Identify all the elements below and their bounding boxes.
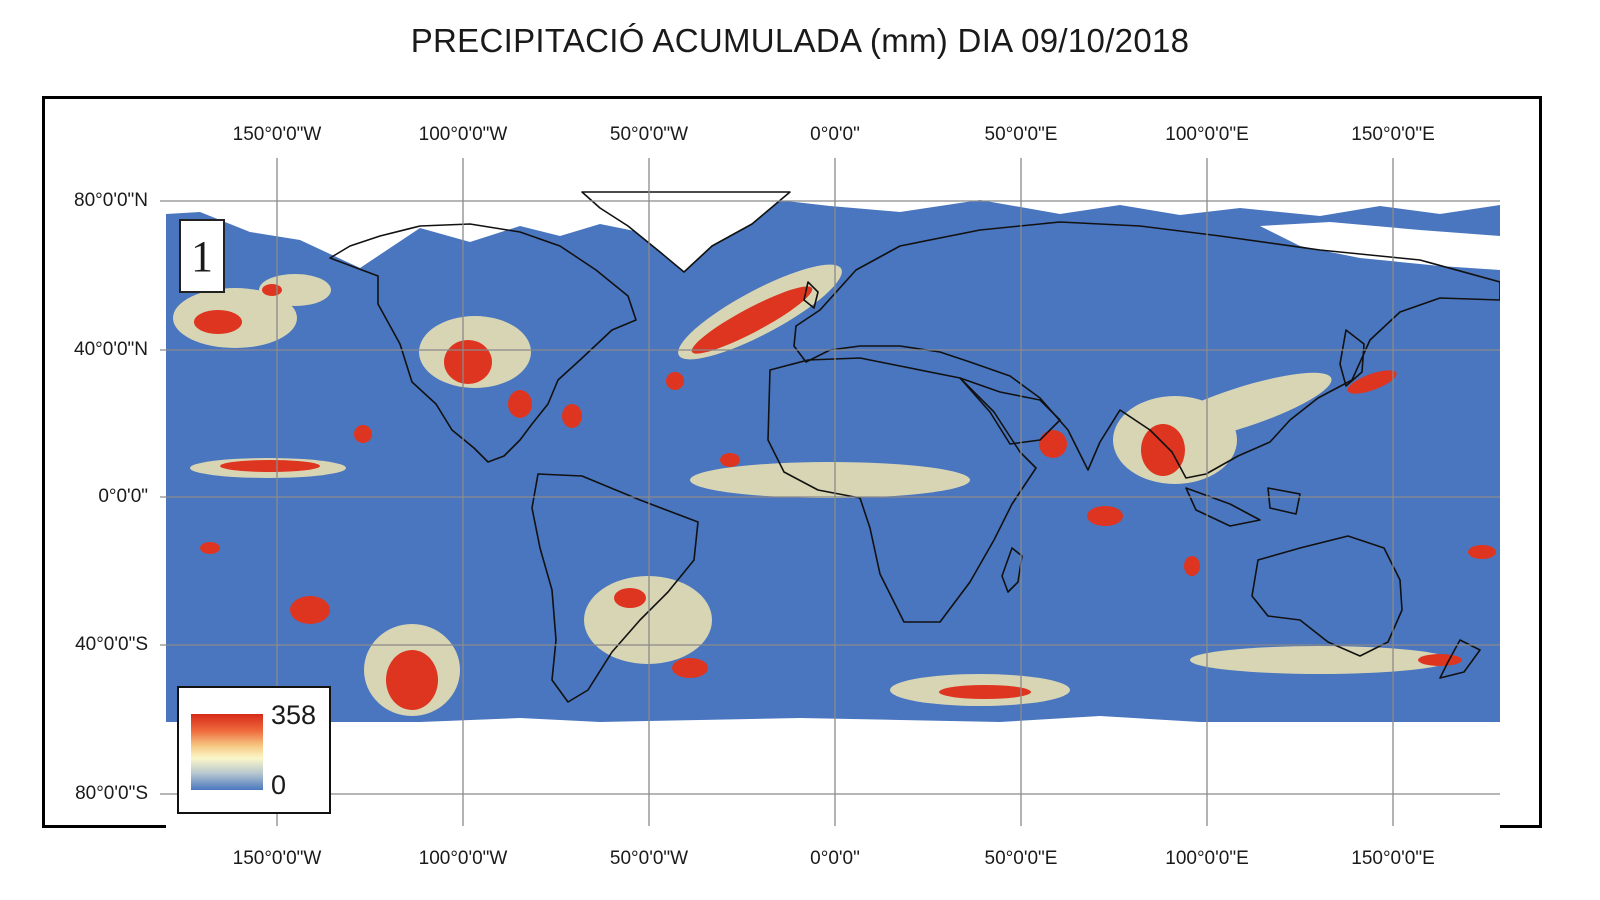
lon-label-bottom: 100°0'0"E [1165,848,1249,869]
color-legend: 358 0 [177,686,331,814]
lat-label: 80°0'0"N [74,190,148,211]
lat-label: 80°0'0"S [75,783,148,804]
graticule [160,158,1500,826]
lon-label-bottom: 150°0'0"W [232,848,322,869]
lon-label-bottom: 0°0'0" [810,848,860,869]
legend-min-label: 0 [271,770,287,800]
lat-label: 40°0'0"S [75,634,148,655]
lon-label-top: 50°0'0"E [984,124,1058,145]
lon-label-top: 150°0'0"E [1351,124,1435,145]
legend-color-ramp [191,714,263,790]
lon-label-bottom: 50°0'0"W [609,848,689,869]
east-siberia-nodata [1260,222,1500,270]
lon-label-top: 0°0'0" [810,124,860,145]
coastlines [329,191,1500,703]
lon-label-top: 150°0'0"W [232,124,322,145]
lon-label-bottom: 50°0'0"E [984,848,1058,869]
arctic-nodata [166,190,1500,268]
greenland-nodata [582,192,790,272]
heavy-precip-areas [194,284,1496,710]
lon-label-top: 100°0'0"E [1165,124,1249,145]
lon-label-top: 100°0'0"W [418,124,508,145]
lat-label: 40°0'0"N [74,339,148,360]
lon-label-bottom: 150°0'0"E [1351,848,1435,869]
lon-label-bottom: 100°0'0"W [418,848,508,869]
panel-label: 1 [179,219,225,293]
lat-label: 0°0'0" [98,486,148,507]
lon-label-top: 50°0'0"W [609,124,689,145]
legend-max-label: 358 [271,700,317,730]
map-title: PRECIPITACIÓ ACUMULADA (mm) DIA 09/10/20… [410,22,1190,59]
antarctic-nodata [166,716,1500,828]
